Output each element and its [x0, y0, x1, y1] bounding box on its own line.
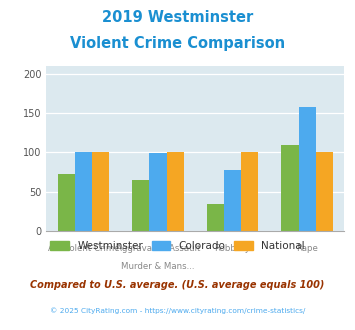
Text: Murder & Mans...: Murder & Mans... — [121, 262, 195, 271]
Bar — [75, 152, 92, 231]
Bar — [282, 145, 299, 231]
Text: Compared to U.S. average. (U.S. average equals 100): Compared to U.S. average. (U.S. average … — [30, 280, 325, 290]
Text: Robbery: Robbery — [214, 244, 251, 253]
Bar — [132, 180, 149, 231]
Bar — [207, 204, 224, 231]
Text: All Violent Crime: All Violent Crime — [48, 244, 119, 253]
Bar — [92, 152, 109, 231]
Bar — [299, 107, 316, 231]
Text: © 2025 CityRating.com - https://www.cityrating.com/crime-statistics/: © 2025 CityRating.com - https://www.city… — [50, 308, 305, 314]
Text: 2019 Westminster: 2019 Westminster — [102, 10, 253, 25]
Text: Aggravated Assault: Aggravated Assault — [116, 244, 200, 253]
Bar — [241, 152, 258, 231]
Text: Violent Crime Comparison: Violent Crime Comparison — [70, 36, 285, 51]
Bar — [166, 152, 184, 231]
Bar — [149, 153, 166, 231]
Text: Rape: Rape — [296, 244, 318, 253]
Bar — [58, 174, 75, 231]
Legend: Westminster, Colorado, National: Westminster, Colorado, National — [50, 241, 305, 251]
Bar — [224, 170, 241, 231]
Bar — [316, 152, 333, 231]
